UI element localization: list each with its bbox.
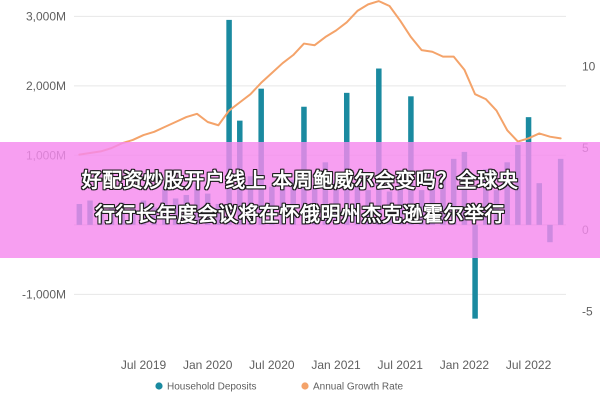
y-left-tick-label: 2,000M: [26, 79, 66, 93]
y-left-tick-label: 3,000M: [26, 9, 66, 23]
x-tick-label: Jul 2020: [249, 358, 295, 372]
legend-marker: [301, 382, 309, 390]
x-tick-label: Jan 2021: [311, 358, 361, 372]
legend-label: Annual Growth Rate: [313, 382, 403, 393]
legend-marker: [155, 382, 163, 390]
headline-overlay: [0, 142, 600, 258]
x-tick-label: Jul 2021: [378, 358, 424, 372]
x-tick-label: Jan 2022: [440, 358, 490, 372]
x-tick-label: Jan 2020: [183, 358, 233, 372]
line-annual-growth-rate: [78, 0, 562, 156]
line-layer: [78, 0, 562, 156]
y-right-tick-label: 10: [582, 59, 596, 73]
headline: 好配资炒股开户线上 本周鲍威尔会变吗？全球央 行行长年度会议将在怀俄明州杰克逊霍…: [18, 164, 582, 232]
legend-layer: Household Deposits Annual Growth Rate: [155, 382, 403, 393]
bar-household-deposits: [472, 224, 478, 319]
x-tick-label: Jul 2022: [506, 358, 552, 372]
y-left-tick-label: -1,000M: [22, 287, 66, 301]
legend-label: Household Deposits: [167, 382, 257, 393]
x-tick-label: Jul 2019: [121, 358, 167, 372]
headline-line-2: 行行长年度会议将在怀俄明州杰克逊霍尔举行: [95, 204, 505, 226]
y-right-tick-label: -5: [582, 304, 593, 318]
headline-line-1: 好配资炒股开户线上 本周鲍威尔会变吗？全球央: [81, 170, 519, 192]
bar-household-deposits: [226, 19, 232, 225]
